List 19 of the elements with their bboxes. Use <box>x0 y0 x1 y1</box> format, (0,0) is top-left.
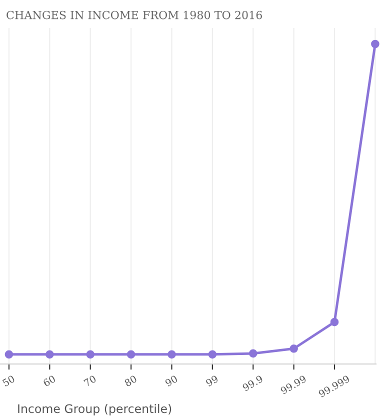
point <box>126 350 136 359</box>
x-tick-label: 99 <box>205 374 219 387</box>
point <box>248 349 258 358</box>
x-tick-label: 50 <box>2 374 16 387</box>
x-tick-label: 90 <box>164 374 178 387</box>
point <box>46 350 54 359</box>
point <box>86 350 95 359</box>
point <box>4 350 14 359</box>
x-tick-label: 99.9 <box>242 374 264 392</box>
point <box>371 40 380 48</box>
chart-title: CHANGES IN INCOME FROM 1980 TO 2016 <box>6 10 262 20</box>
point <box>208 350 217 359</box>
point <box>168 350 176 359</box>
x-tick-label: 60 <box>42 374 56 387</box>
point <box>290 344 298 353</box>
x-axis-title: Income Group (percentile) <box>18 404 172 416</box>
point <box>330 318 339 326</box>
x-tick-label: 80 <box>124 374 138 387</box>
x-tick-label: 70 <box>83 374 97 387</box>
